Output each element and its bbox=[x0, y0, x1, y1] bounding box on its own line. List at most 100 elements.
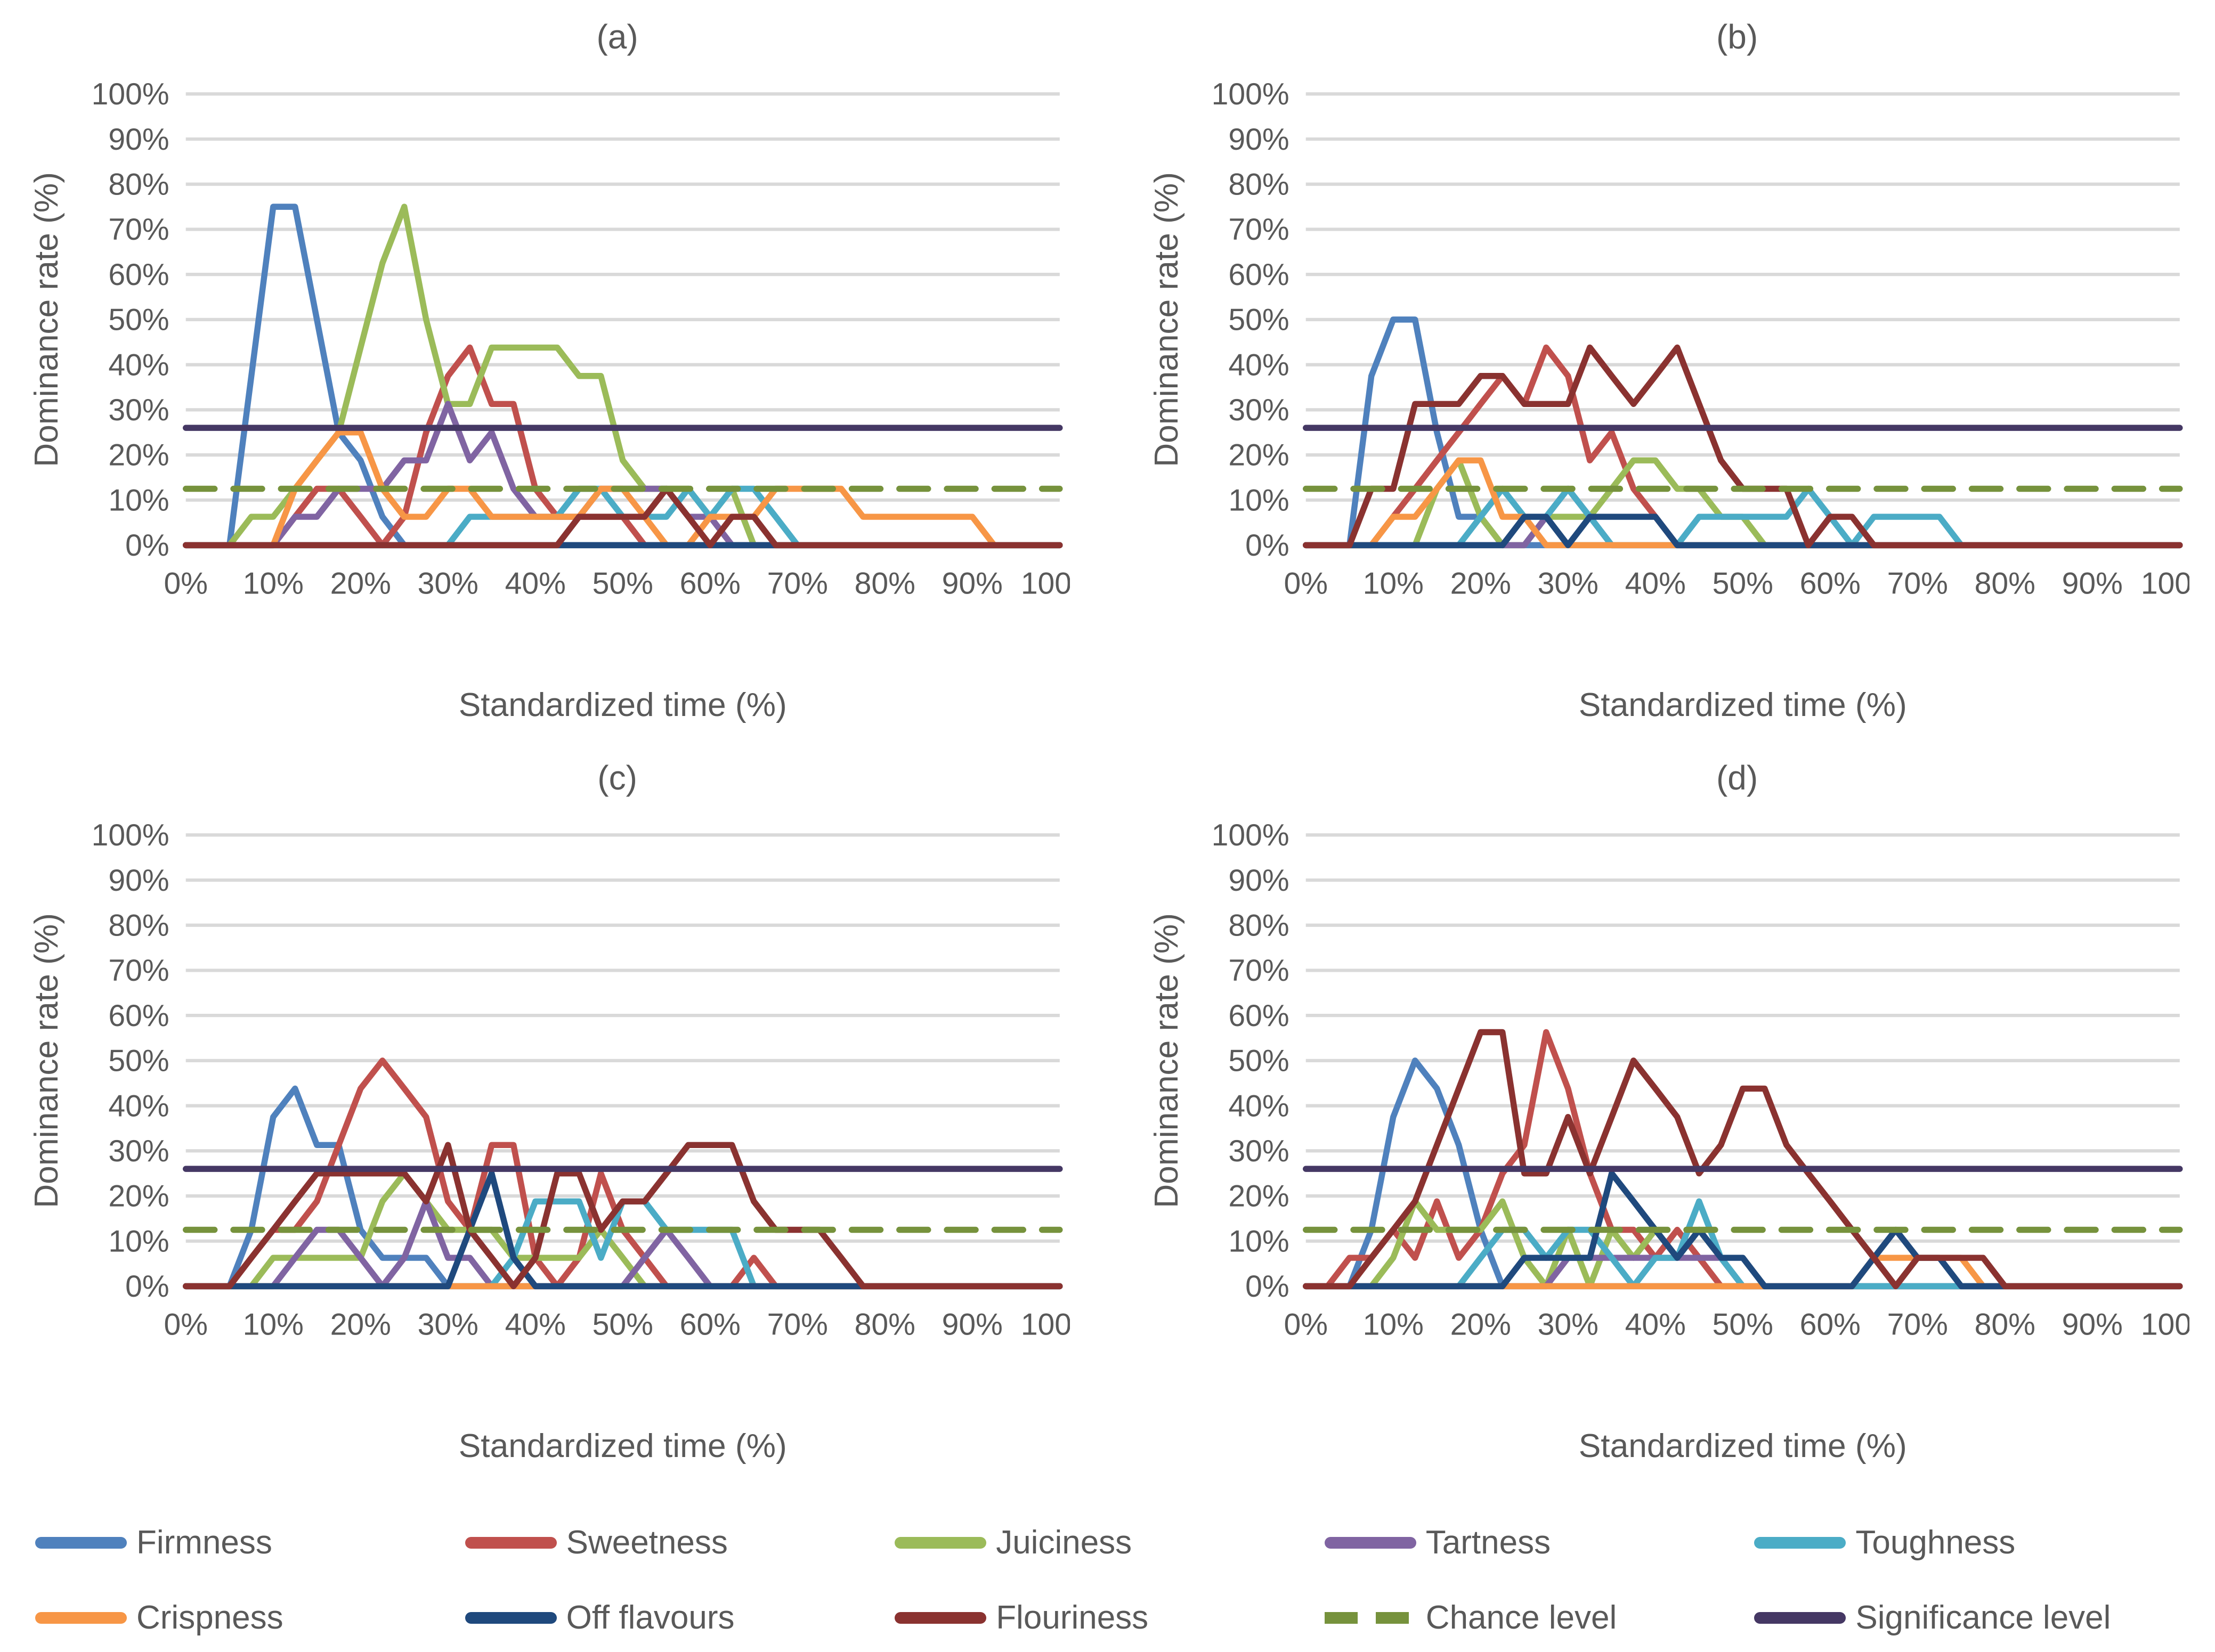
svg-text:Dominance rate (%): Dominance rate (%) bbox=[30, 913, 65, 1208]
svg-text:Dominance rate (%): Dominance rate (%) bbox=[1150, 172, 1185, 467]
svg-text:Dominance rate (%): Dominance rate (%) bbox=[30, 172, 65, 467]
legend-item-toughness: Toughness bbox=[1754, 1524, 2184, 1561]
svg-text:80%: 80% bbox=[108, 167, 169, 201]
svg-text:10%: 10% bbox=[108, 483, 169, 517]
svg-text:10%: 10% bbox=[1362, 1308, 1423, 1342]
svg-text:50%: 50% bbox=[593, 1308, 653, 1342]
legend-label: Sweetness bbox=[566, 1524, 728, 1561]
svg-text:10%: 10% bbox=[108, 1225, 169, 1259]
svg-text:70%: 70% bbox=[767, 567, 828, 601]
legend-swatch-icon bbox=[35, 1536, 127, 1549]
svg-text:90%: 90% bbox=[1228, 123, 1289, 157]
chart-b-title: (b) bbox=[1716, 18, 1758, 56]
legend-label: Chance level bbox=[1425, 1599, 1617, 1637]
svg-text:0%: 0% bbox=[1284, 1308, 1328, 1342]
svg-text:10%: 10% bbox=[243, 567, 304, 601]
svg-text:40%: 40% bbox=[1228, 348, 1289, 382]
chart-d: (d) 0% 10% 20% 30% 40% 50% 60% 70% 80% 90% 100% 0% 1… bbox=[1150, 751, 2190, 1472]
legend-swatch-icon bbox=[895, 1536, 987, 1549]
svg-text:20%: 20% bbox=[1228, 1179, 1289, 1214]
legend-label: Off flavours bbox=[566, 1599, 735, 1637]
legend-swatch-icon bbox=[1324, 1612, 1416, 1624]
svg-text:30%: 30% bbox=[1228, 393, 1289, 427]
svg-text:70%: 70% bbox=[767, 1308, 828, 1342]
legend-swatch-icon bbox=[1754, 1536, 1846, 1549]
svg-text:70%: 70% bbox=[1228, 954, 1289, 988]
svg-text:70%: 70% bbox=[1228, 213, 1289, 247]
chart-d-plot: 0% 10% 20% 30% 40% 50% 60% 70% 80% 90% 100% 0% 10% 20… bbox=[1150, 818, 2190, 1464]
legend-label: Flouriness bbox=[996, 1599, 1149, 1637]
svg-text:90%: 90% bbox=[1228, 864, 1289, 898]
legend-swatch-icon bbox=[465, 1536, 557, 1549]
legend-swatch-icon bbox=[895, 1612, 987, 1624]
svg-text:20%: 20% bbox=[1450, 1308, 1511, 1342]
svg-text:60%: 60% bbox=[1228, 999, 1289, 1033]
svg-text:20%: 20% bbox=[108, 438, 169, 473]
svg-text:50%: 50% bbox=[108, 303, 169, 337]
svg-text:80%: 80% bbox=[855, 567, 915, 601]
svg-text:20%: 20% bbox=[330, 1308, 391, 1342]
svg-text:Dominance rate (%): Dominance rate (%) bbox=[1150, 913, 1185, 1208]
svg-text:40%: 40% bbox=[505, 1308, 566, 1342]
svg-text:40%: 40% bbox=[1625, 1308, 1685, 1342]
svg-text:20%: 20% bbox=[1450, 567, 1511, 601]
svg-text:40%: 40% bbox=[1228, 1089, 1289, 1124]
svg-text:100%: 100% bbox=[1211, 818, 1289, 852]
svg-text:80%: 80% bbox=[1228, 909, 1289, 943]
legend-swatch-icon bbox=[1324, 1536, 1416, 1549]
svg-text:70%: 70% bbox=[108, 213, 169, 247]
svg-text:10%: 10% bbox=[1362, 567, 1423, 601]
legend: Firmness Sweetness Juiciness Tartness Toughn… bbox=[30, 1524, 2189, 1637]
svg-text:50%: 50% bbox=[108, 1044, 169, 1078]
svg-text:50%: 50% bbox=[1228, 1044, 1289, 1078]
svg-text:60%: 60% bbox=[1228, 258, 1289, 292]
chart-d-title: (d) bbox=[1716, 759, 1758, 797]
svg-text:30%: 30% bbox=[418, 1308, 478, 1342]
svg-text:70%: 70% bbox=[1887, 567, 1948, 601]
legend-label: Juiciness bbox=[996, 1524, 1132, 1561]
svg-text:90%: 90% bbox=[2062, 1308, 2122, 1342]
svg-text:10%: 10% bbox=[1228, 1225, 1289, 1259]
legend-item-off-flavours: Off flavours bbox=[465, 1599, 895, 1637]
chart-a: (a) 0% 10% 20% 30% 40% 50% 60% 70% 80% 90% 100% 0% 1… bbox=[30, 10, 1070, 731]
svg-text:0%: 0% bbox=[1284, 567, 1328, 601]
svg-text:60%: 60% bbox=[680, 1308, 741, 1342]
svg-text:100%: 100% bbox=[2140, 1308, 2189, 1342]
svg-text:10%: 10% bbox=[243, 1308, 304, 1342]
legend-item-firmness: Firmness bbox=[35, 1524, 465, 1561]
svg-text:90%: 90% bbox=[108, 123, 169, 157]
svg-text:Standardized time (%): Standardized time (%) bbox=[459, 1428, 787, 1464]
svg-text:60%: 60% bbox=[108, 258, 169, 292]
svg-text:40%: 40% bbox=[505, 567, 566, 601]
legend-item-tartness: Tartness bbox=[1324, 1524, 1755, 1561]
svg-text:50%: 50% bbox=[593, 567, 653, 601]
svg-text:90%: 90% bbox=[2062, 567, 2122, 601]
svg-text:30%: 30% bbox=[108, 393, 169, 427]
legend-label: Crispness bbox=[136, 1599, 283, 1637]
chart-b: (b) 0% 10% 20% 30% 40% 50% 60% 70% 80% 90% 100% 0% 1… bbox=[1150, 10, 2190, 731]
svg-text:40%: 40% bbox=[108, 348, 169, 382]
legend-swatch-icon bbox=[35, 1612, 127, 1624]
chart-c-title: (c) bbox=[597, 759, 637, 797]
svg-text:80%: 80% bbox=[1228, 167, 1289, 201]
svg-text:30%: 30% bbox=[108, 1134, 169, 1168]
legend-item-juiciness: Juiciness bbox=[895, 1524, 1325, 1561]
legend-item-chance-level: Chance level bbox=[1324, 1599, 1755, 1637]
svg-text:0%: 0% bbox=[164, 567, 208, 601]
svg-text:80%: 80% bbox=[108, 909, 169, 943]
svg-text:90%: 90% bbox=[942, 567, 1003, 601]
svg-text:80%: 80% bbox=[1974, 1308, 2035, 1342]
svg-text:0%: 0% bbox=[125, 528, 169, 563]
svg-text:100%: 100% bbox=[92, 77, 169, 111]
legend-item-significance-level: Significance level bbox=[1754, 1599, 2184, 1637]
svg-text:50%: 50% bbox=[1712, 1308, 1773, 1342]
svg-text:10%: 10% bbox=[1228, 483, 1289, 517]
svg-text:90%: 90% bbox=[942, 1308, 1003, 1342]
chart-c: (c) 0% 10% 20% 30% 40% 50% 60% 70% 80% 90% 100% 0% 1… bbox=[30, 751, 1070, 1472]
svg-text:Standardized time (%): Standardized time (%) bbox=[1578, 687, 1906, 723]
svg-text:0%: 0% bbox=[1245, 528, 1289, 563]
chart-b-plot: 0% 10% 20% 30% 40% 50% 60% 70% 80% 90% 100% 0% 10% 20… bbox=[1150, 77, 2190, 723]
chart-a-title: (a) bbox=[596, 18, 638, 56]
chart-c-plot: 0% 10% 20% 30% 40% 50% 60% 70% 80% 90% 100% 0% 10% 20… bbox=[30, 818, 1070, 1464]
